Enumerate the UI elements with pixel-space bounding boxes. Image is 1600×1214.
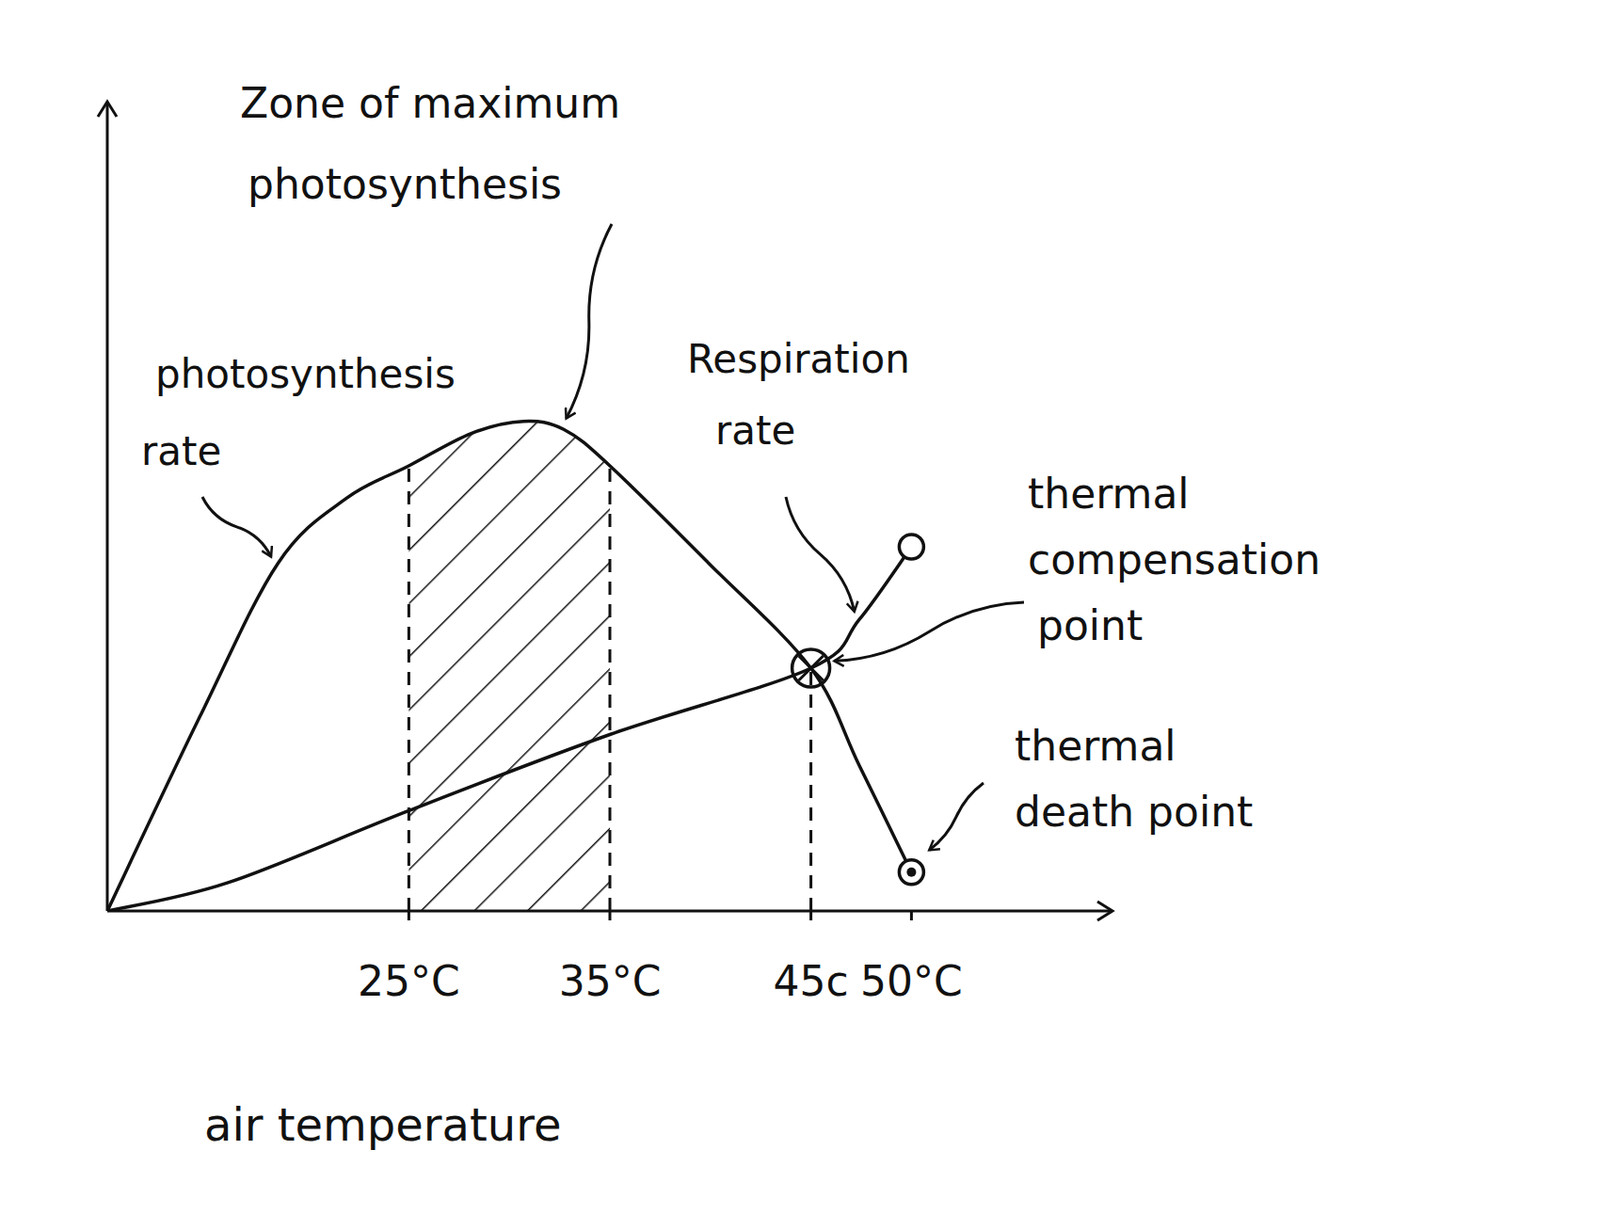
zone-label-line: Zone of maximum (240, 79, 621, 128)
annotation-label: thermal death point (1014, 721, 1253, 836)
zone-boundary (407, 101, 411, 912)
series-label: photosynthesis rate (141, 351, 456, 475)
x-tick (809, 911, 813, 921)
x-tick (910, 911, 913, 921)
zone-boundary (608, 101, 612, 912)
annotation-cross (799, 656, 824, 681)
annotation-ring (792, 649, 831, 688)
series-label-arrow (785, 496, 855, 612)
annotation-label-line: death point (1014, 787, 1253, 836)
chart: 25°C 35°C 45c50°C air temperature photosynth… (0, 0, 1600, 1214)
y-axis (106, 101, 110, 912)
series-label: Respiration rate (687, 336, 911, 454)
annotation-label-line: point (1037, 601, 1143, 650)
series-label-line: photosynthesis (155, 351, 456, 398)
series-line (107, 546, 912, 912)
series-end-point (898, 860, 924, 885)
annotation-point (906, 867, 916, 878)
x-axis-label: air temperature (204, 1098, 561, 1152)
x-tick (608, 911, 612, 921)
x-tick-label: 35°C (559, 957, 662, 1006)
zone-group (408, 101, 610, 912)
series-label-line: Respiration (687, 336, 911, 383)
zone-label: Zone of maximum photosynthesis (240, 79, 621, 208)
zone-hatch (408, 101, 610, 912)
annotation-label-line: compensation (1027, 535, 1321, 584)
series-line (107, 421, 912, 912)
zone-inner (408, 101, 610, 912)
x-tick-label: 50°C (860, 957, 963, 1006)
annotation-point (792, 649, 831, 688)
annotation-arrow (928, 783, 984, 850)
annotation-label-line: thermal (1014, 721, 1177, 770)
x-tick-label: 25°C (357, 957, 461, 1006)
annotation-label: thermal compensation point (1027, 469, 1321, 650)
chart-root: 25°C 35°C 45c50°C air temperature photosynth… (0, 0, 1600, 1214)
x-tick-label: 45c (773, 957, 849, 1006)
series-group (107, 421, 912, 912)
zone-label-line: photosynthesis (247, 160, 562, 208)
series-label-arrow (202, 496, 272, 558)
series-label-line: rate (141, 428, 222, 475)
series-label-line: rate (715, 407, 796, 454)
series-end-point (898, 534, 924, 560)
annotation-label-line: thermal (1027, 469, 1190, 518)
x-tick (407, 911, 411, 921)
zone-label-arrow (566, 224, 612, 419)
annotation-arrow (833, 602, 1024, 661)
annotation-cross (799, 656, 824, 681)
annotation-dropline (809, 668, 813, 912)
